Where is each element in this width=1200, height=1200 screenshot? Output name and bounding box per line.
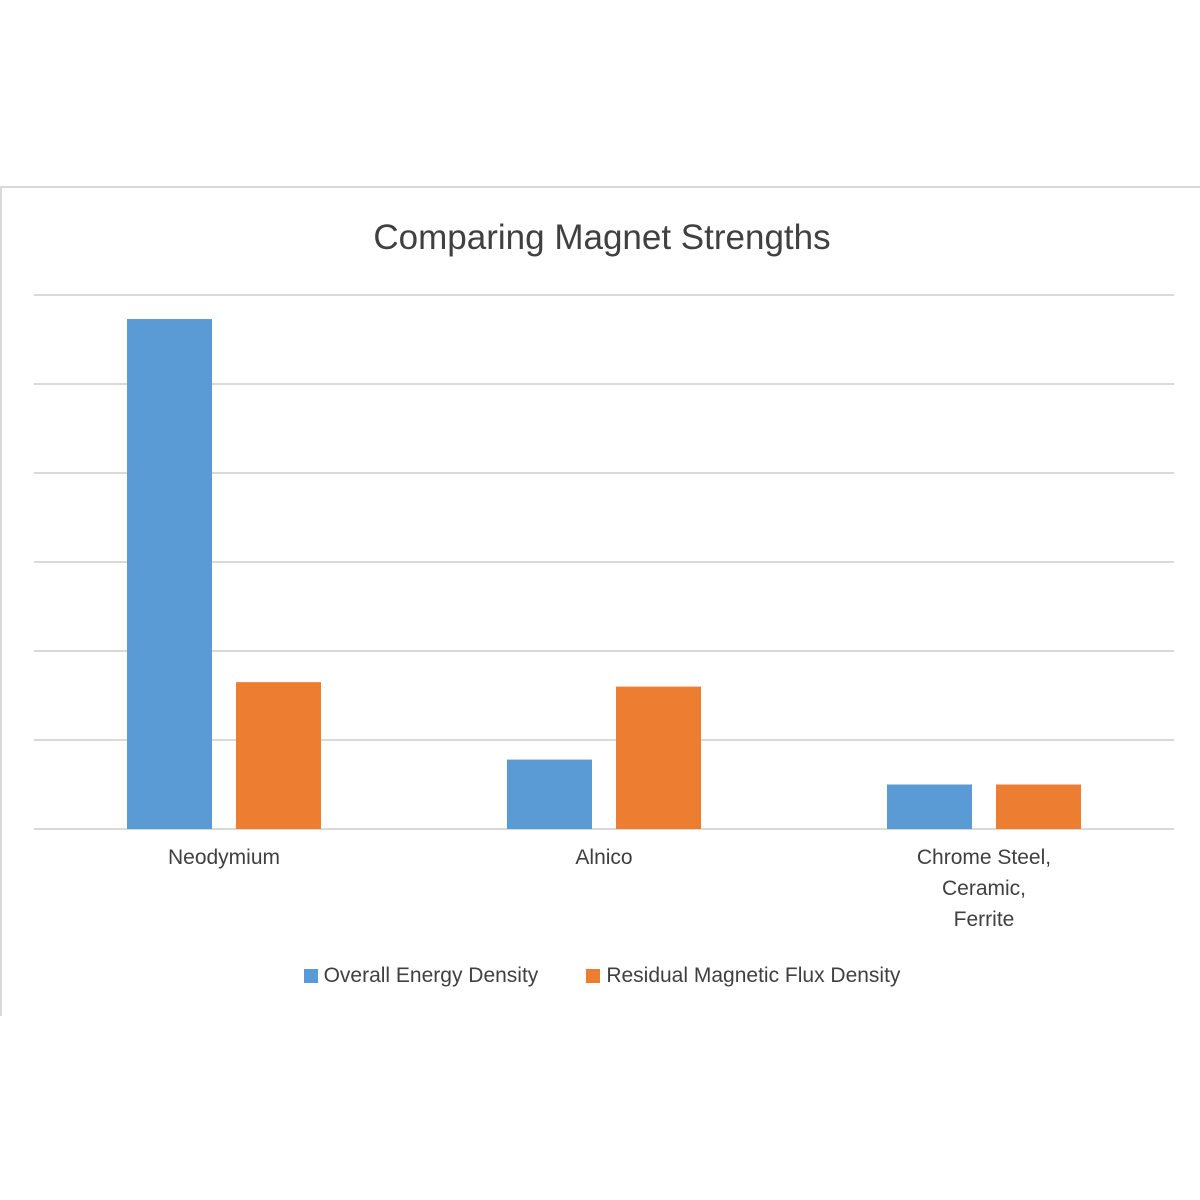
chart-title: Comparing Magnet Strengths (373, 218, 831, 257)
bar-flux-1 (616, 686, 701, 829)
x-tick-label: Alnico (575, 846, 633, 869)
x-tick-label: Neodymium (167, 846, 281, 869)
legend-label: Residual Magnetic Flux Density (606, 964, 901, 987)
chart-frame: Comparing Magnet Strengths Neodymium Alni… (0, 186, 1200, 1016)
bar-energy-0 (127, 319, 212, 829)
bar-flux-0 (236, 682, 321, 829)
legend-label: Overall Energy Density (323, 964, 539, 987)
bar-flux-2 (996, 784, 1081, 829)
x-tick-label: Chrome Steel, Ceramic, Ferrite (916, 846, 1052, 931)
legend: Overall Energy Density Residual Magnetic … (2, 964, 1200, 988)
bar-energy-1 (507, 759, 592, 829)
legend-swatch (303, 969, 318, 983)
legend-item: Overall Energy Density (303, 964, 539, 988)
plot-area (34, 294, 1174, 830)
legend-item: Residual Magnetic Flux Density (586, 964, 900, 988)
bar-energy-2 (887, 784, 972, 829)
legend-swatch (586, 969, 601, 983)
